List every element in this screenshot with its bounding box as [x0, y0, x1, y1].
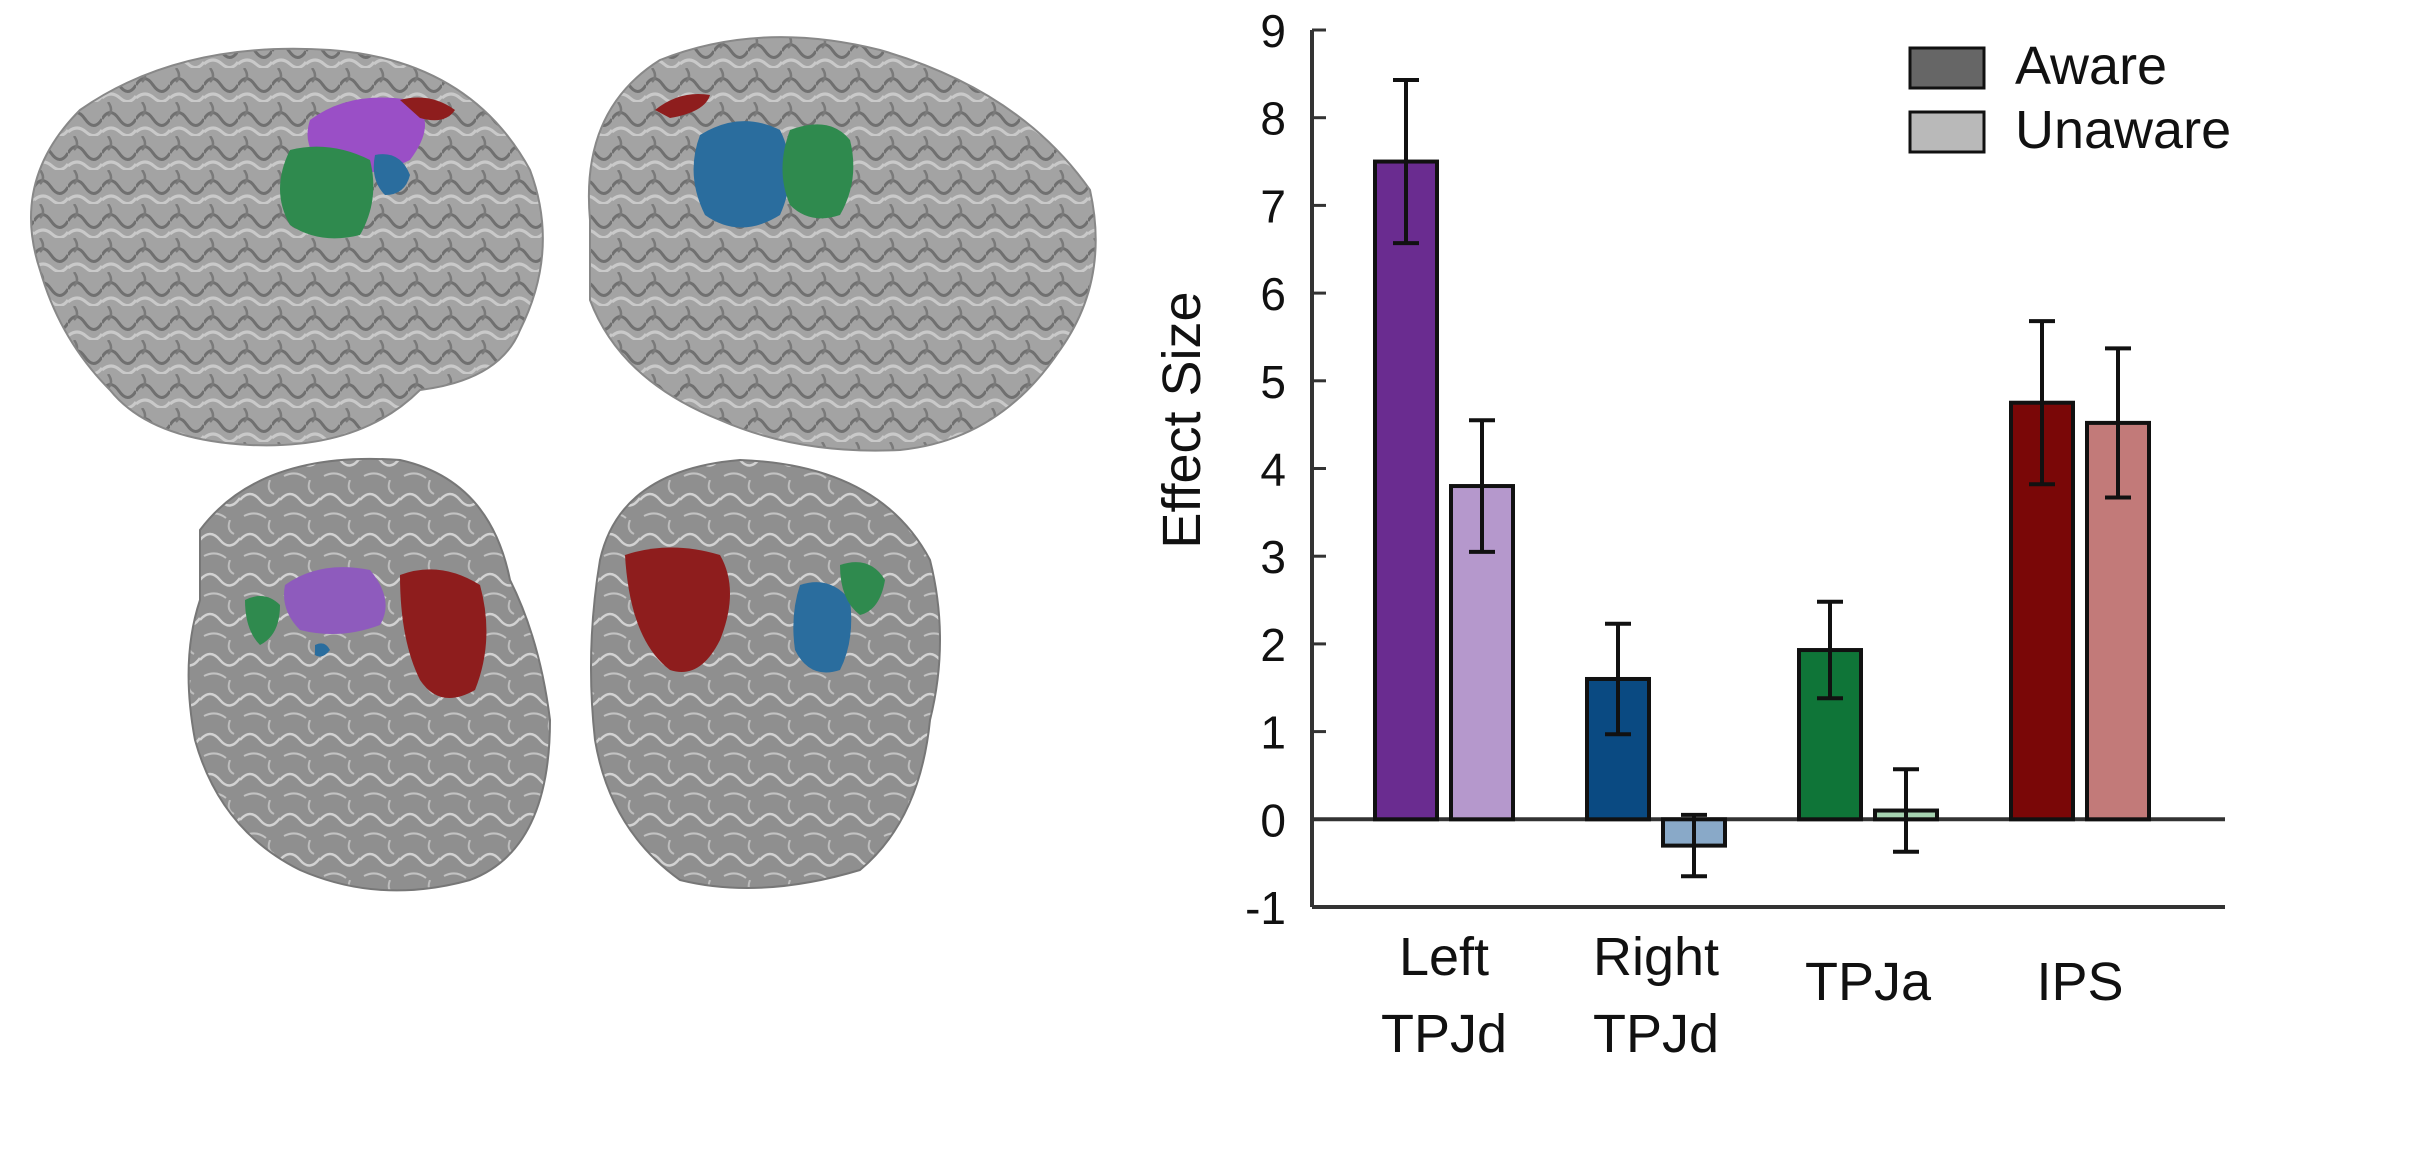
bar-aware	[1373, 159, 1439, 822]
category-label: IPS	[2036, 952, 2123, 1012]
category-label: TPJd	[1593, 1004, 1719, 1064]
y-tick-label: 4	[1260, 444, 1286, 496]
left-inflated-brain	[187, 457, 552, 892]
right-inflated-brain	[590, 458, 941, 889]
chart-error-bars	[1393, 77, 2131, 879]
chart-category-labels: Left TPJd Right TPJd TPJa IPS	[1381, 927, 2124, 1064]
y-tick-label: 7	[1260, 180, 1286, 232]
category-label: Left	[1399, 927, 1489, 987]
y-tick-label: 6	[1260, 268, 1286, 320]
category-label: TPJa	[1805, 952, 1932, 1012]
y-tick-label: 9	[1260, 5, 1286, 57]
category-label: Right	[1593, 927, 1719, 987]
chart-bars	[1373, 159, 2151, 848]
y-axis-label: Effect Size	[1152, 291, 1212, 548]
y-tick-label: 3	[1260, 531, 1286, 583]
legend-label: Unaware	[2015, 100, 2231, 160]
y-tick-label: 8	[1260, 93, 1286, 145]
legend-swatch	[1908, 110, 1986, 154]
y-tick-label: 0	[1260, 794, 1286, 846]
chart-axes: 9 8 7 6 5 4 3 2 1 0 -1	[1245, 5, 2225, 934]
right-lateral-brain	[587, 36, 1097, 452]
y-tick-label: 2	[1260, 619, 1286, 671]
category-label: TPJd	[1381, 1004, 1507, 1064]
y-tick-label: -1	[1245, 882, 1286, 934]
y-tick-label: 5	[1260, 356, 1286, 408]
y-tick-label: 1	[1260, 707, 1286, 759]
brain-renderings-panel	[30, 36, 1097, 892]
legend-label: Aware	[2015, 36, 2167, 96]
left-lateral-brain	[30, 47, 544, 447]
legend-swatch	[1908, 46, 1986, 90]
